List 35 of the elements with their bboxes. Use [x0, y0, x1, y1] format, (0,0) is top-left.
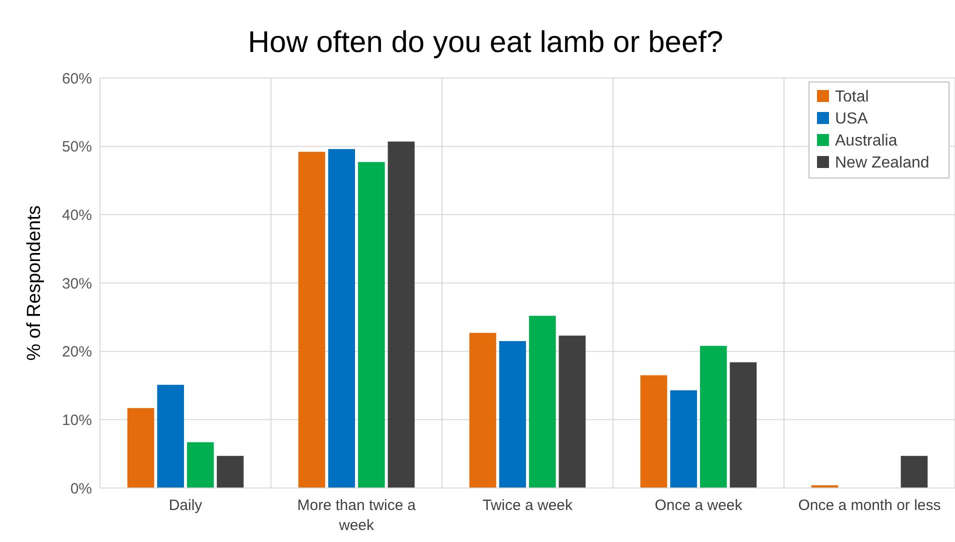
bar [127, 408, 154, 488]
x-tick-label: Once a week [654, 497, 743, 514]
bar [186, 442, 214, 488]
y-tick-label: 60% [62, 70, 92, 88]
legend-label: Australia [835, 132, 898, 150]
y-tick-label: 30% [62, 275, 92, 292]
bar [700, 346, 727, 488]
x-tick-label: Daily [168, 497, 203, 514]
y-tick-label: 40% [62, 206, 92, 224]
bar [900, 456, 928, 488]
bar [358, 162, 385, 488]
bar [528, 316, 556, 488]
bar [157, 384, 184, 488]
bar [298, 152, 326, 488]
y-tick-label: 50% [62, 138, 92, 156]
y-axis-title: % of Respondents [24, 205, 45, 361]
y-tick-label: 20% [62, 344, 92, 361]
bar [558, 336, 586, 488]
x-tick-label: More than twice a week [297, 497, 416, 534]
y-tick-label: 10% [62, 412, 92, 429]
chart-title: How often do you eat lamb or beef? [248, 26, 724, 59]
bar [469, 332, 496, 488]
bar [216, 456, 244, 488]
legend-label: Total [835, 88, 869, 106]
bar [730, 362, 757, 488]
bar [670, 390, 698, 488]
bar [499, 341, 526, 488]
x-tick-label: Twice a week [482, 497, 574, 514]
bar [328, 149, 356, 488]
x-tick-label: Once a month or less [798, 497, 941, 514]
legend-label: USA [835, 110, 868, 128]
legend-label: New Zealand [835, 154, 930, 172]
bar [388, 142, 415, 488]
bar [640, 375, 668, 488]
y-tick-label: 0% [70, 480, 92, 498]
